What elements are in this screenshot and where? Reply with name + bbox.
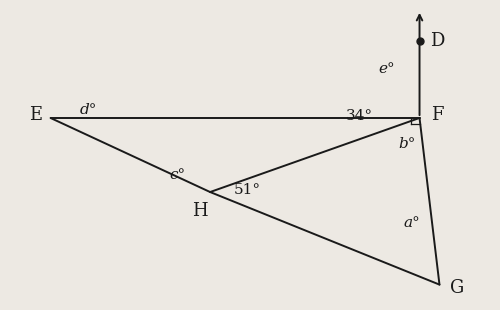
Text: b°: b° [398,137,415,151]
Text: 34°: 34° [346,109,374,123]
Text: c°: c° [170,168,186,182]
Text: a°: a° [404,216,420,230]
Text: 51°: 51° [234,184,261,197]
Text: e°: e° [379,62,396,76]
Text: G: G [450,279,464,297]
Text: H: H [192,202,208,219]
Text: D: D [430,32,444,50]
Text: F: F [430,106,443,124]
Text: E: E [29,106,42,124]
Text: d°: d° [80,103,96,117]
